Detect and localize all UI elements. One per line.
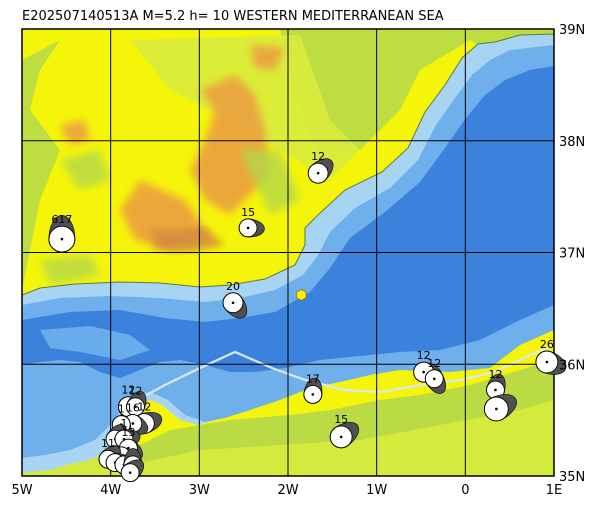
event-depth-label: 16: [126, 401, 140, 414]
beachball-compression: [311, 158, 334, 181]
event-depth-label: 12: [417, 349, 431, 362]
focal-mechanism: 617: [48, 213, 76, 253]
event-depth-label: 20: [226, 280, 240, 293]
event-depth-label: 15: [241, 206, 255, 219]
focal-mechanism: 15: [329, 413, 359, 449]
focal-mechanism: 12: [125, 385, 147, 417]
focal-mechanism: [120, 459, 145, 483]
beachball-center: [494, 388, 497, 392]
coastline-spain: [22, 33, 554, 296]
beachball-compression: [126, 391, 147, 411]
y-tick-label: 39N: [559, 23, 585, 38]
beachball-center: [60, 237, 64, 241]
main-event-hexagon-icon: [296, 289, 307, 301]
beachball-center: [495, 407, 498, 411]
beachball-center: [316, 171, 320, 175]
x-tick-label: 4W: [100, 483, 121, 498]
y-tick-label: 35N: [559, 470, 585, 485]
event-depth-label: 12: [128, 385, 142, 398]
focal-mechanism: 12: [307, 150, 334, 184]
beachball-compression: [486, 373, 506, 393]
event-depth-label: 12: [488, 368, 502, 381]
focal-mechanism: 20: [222, 280, 248, 319]
event-depth-label: 1: [120, 417, 127, 430]
beachball-compression: [48, 215, 76, 240]
graticule: [22, 29, 554, 476]
y-tick-label: 37N: [559, 247, 585, 262]
event-depth-label: 12: [121, 384, 135, 397]
beachball-center: [433, 377, 436, 381]
beachball-center: [131, 422, 135, 425]
beachball-compression: [426, 373, 447, 394]
focal-mechanism: 12: [485, 368, 506, 400]
map-frame: [21, 28, 555, 477]
beachball-compression: [543, 351, 567, 375]
land-green-patches: [40, 150, 300, 285]
x-tick-label: 0: [461, 483, 469, 498]
x-tick-labels: 5W 4W 3W 2W 1W 0 1E: [11, 483, 562, 498]
x-tick-label: 5W: [11, 483, 32, 498]
africa-lightgreen-band: [22, 400, 554, 476]
beachball-center: [231, 301, 235, 305]
y-tick-labels: 39N 38N 37N 36N 35N: [559, 23, 585, 485]
event-depth-label: 12: [311, 150, 325, 163]
y-tick-label: 36N: [559, 358, 585, 373]
beachball-compression: [225, 296, 248, 319]
beachball-center: [545, 360, 549, 364]
focal-mechanism: [483, 394, 517, 422]
focal-mechanism: 17: [303, 372, 323, 404]
event-depth-label: 11: [101, 437, 115, 450]
y-tick-label: 38N: [559, 135, 585, 150]
event-depth-label: 617: [51, 213, 72, 226]
beachball-center: [127, 446, 130, 450]
event-depth-label: 15: [334, 413, 348, 426]
land-highland-orange: [60, 45, 285, 250]
focal-mechanism: 26: [535, 338, 567, 375]
event-depth-label: 13: [121, 426, 135, 439]
focal-mechanism: 15: [238, 206, 265, 238]
beachball-compression: [303, 377, 323, 396]
x-tick-label: 3W: [189, 483, 210, 498]
land-highland-brown: [150, 228, 225, 252]
focal-mechanism: 12: [424, 357, 447, 394]
x-tick-label: 2W: [277, 483, 298, 498]
sea-alboran-mid: [40, 326, 150, 360]
sea-deep: [22, 66, 554, 378]
beachball-center: [311, 393, 315, 396]
beachball-compression: [334, 422, 359, 447]
beachball-compression: [247, 218, 265, 238]
x-tick-label: 1E: [546, 483, 563, 498]
beachball-center: [128, 471, 132, 474]
event-depth-label: 1: [118, 403, 125, 416]
beachball-compression: [123, 459, 145, 480]
beachball-center: [339, 435, 343, 439]
beachball-compression: [490, 394, 517, 420]
beachball-center: [246, 226, 250, 230]
beachball-center: [422, 370, 425, 374]
event-depth-label: 12: [427, 357, 441, 370]
x-tick-label: 1W: [366, 483, 387, 498]
event-depth-label: 26: [540, 338, 554, 351]
event-depth-label: 12: [137, 400, 151, 413]
map-title: E202507140513A M=5.2 h= 10 WESTERN MEDIT…: [22, 9, 444, 24]
beachball-center: [134, 405, 137, 409]
main-event: [296, 289, 307, 301]
plate-boundary-line: [127, 343, 554, 406]
beachball-compression: [141, 412, 163, 434]
event-depth-label: 17: [306, 372, 320, 385]
